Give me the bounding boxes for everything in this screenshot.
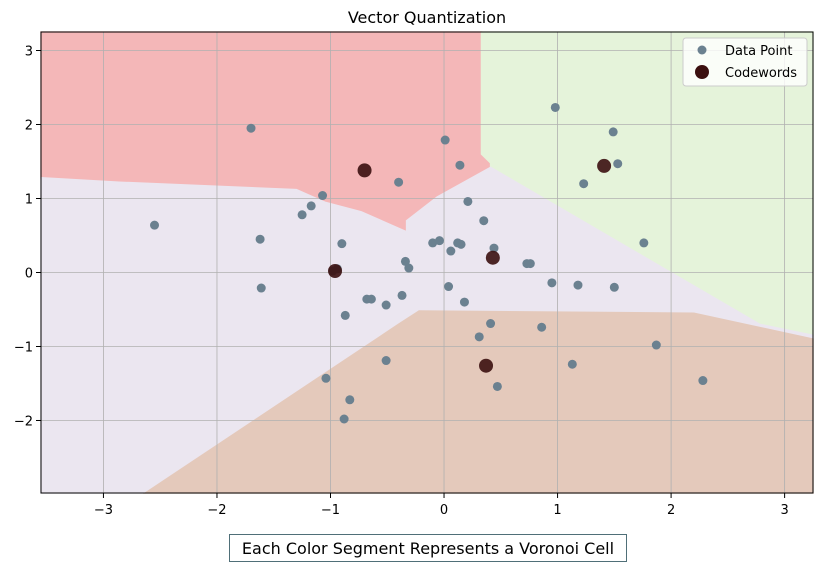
data-point <box>394 177 404 187</box>
data-point <box>613 159 623 169</box>
data-point <box>459 297 469 307</box>
data-point <box>651 340 661 350</box>
legend-data-point-label: Data Point <box>725 44 792 59</box>
data-point <box>550 102 560 112</box>
data-point <box>463 196 473 206</box>
y-tick-label: 3 <box>25 44 33 59</box>
data-point <box>455 160 465 170</box>
data-point <box>318 191 328 201</box>
data-point <box>150 220 160 230</box>
y-tick-label: 1 <box>25 192 33 207</box>
y-axis-ticks: −2 −1 0 1 2 3 <box>14 44 41 429</box>
data-point <box>297 210 307 220</box>
data-point <box>404 263 414 273</box>
data-point <box>639 238 649 248</box>
x-tick-label: 0 <box>440 503 448 518</box>
x-tick-label: −2 <box>207 503 226 518</box>
data-point <box>492 381 502 391</box>
data-point <box>698 376 708 386</box>
legend-codeword-marker <box>695 65 709 79</box>
plot-frame <box>40 31 814 494</box>
y-tick-label: −2 <box>14 414 33 429</box>
data-point <box>446 246 456 256</box>
data-point <box>337 239 347 249</box>
data-point <box>525 259 535 269</box>
data-point <box>537 322 547 332</box>
caption-box: Each Color Segment Represents a Voronoi … <box>229 534 627 562</box>
data-point <box>366 294 376 304</box>
legend: Data Point Codewords <box>682 37 808 87</box>
x-tick-label: 3 <box>780 503 788 518</box>
data-point <box>381 300 391 310</box>
data-point <box>321 373 331 383</box>
x-tick-label: −1 <box>321 503 340 518</box>
x-tick-label: −3 <box>94 503 113 518</box>
data-point <box>479 216 489 226</box>
data-point <box>489 243 499 253</box>
data-point <box>306 201 316 211</box>
x-axis-ticks: −3 −2 −1 0 1 2 3 <box>94 493 789 518</box>
chart-title: Vector Quantization <box>348 8 506 27</box>
data-point <box>340 310 350 320</box>
data-point <box>428 238 438 248</box>
data-point <box>486 319 496 329</box>
legend-codeword-label: Codewords <box>725 66 797 81</box>
codeword-point <box>357 163 372 178</box>
caption-text: Each Color Segment Represents a Voronoi … <box>241 538 615 558</box>
data-point <box>339 414 349 424</box>
y-tick-label: 2 <box>25 118 33 133</box>
data-point <box>440 135 450 145</box>
data-point <box>609 282 619 292</box>
data-point <box>608 127 618 137</box>
voronoi-regions <box>40 31 814 494</box>
x-tick-label: 1 <box>553 503 561 518</box>
data-point <box>434 236 444 246</box>
data-point <box>444 282 454 292</box>
data-point <box>567 359 577 369</box>
data-point <box>400 256 410 266</box>
data-point <box>345 395 355 405</box>
legend-box <box>682 37 808 87</box>
codeword-point <box>328 264 343 279</box>
data-point <box>381 356 391 366</box>
data-point <box>256 283 266 293</box>
data-point <box>255 234 265 244</box>
data-point <box>397 290 407 300</box>
codeword-point <box>597 158 612 173</box>
codeword-markers <box>328 158 612 373</box>
data-point <box>456 239 466 249</box>
x-tick-label: 2 <box>667 503 675 518</box>
data-point <box>246 123 256 133</box>
data-point <box>547 278 557 288</box>
codeword-point <box>479 358 494 373</box>
data-point <box>573 280 583 290</box>
data-point <box>579 179 589 189</box>
codeword-point <box>485 250 500 265</box>
y-tick-label: −1 <box>14 340 33 355</box>
legend-data-point-marker <box>697 45 707 55</box>
data-point <box>474 332 484 342</box>
y-tick-label: 0 <box>25 266 33 281</box>
